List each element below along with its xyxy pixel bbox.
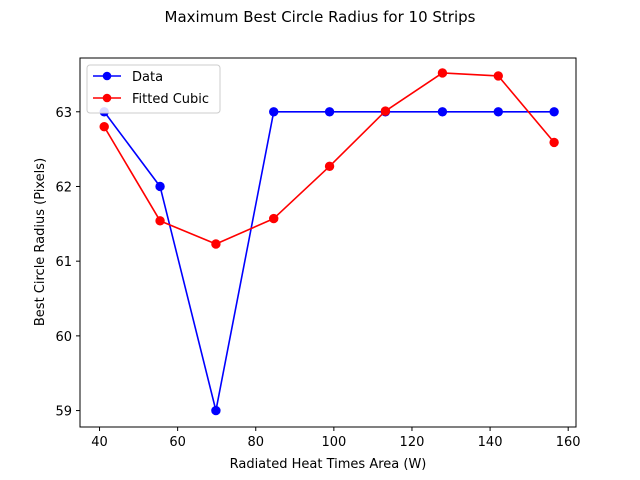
y-axis-label: Best Circle Radius (Pixels) — [33, 158, 48, 326]
y-tick-label: 59 — [55, 405, 72, 420]
x-tick-label: 140 — [478, 435, 503, 450]
plot-area — [99, 68, 559, 416]
series-2-point — [324, 161, 335, 172]
y-tick-label: 62 — [55, 180, 72, 195]
y-tick-label: 63 — [55, 106, 72, 121]
legend: Data Fitted Cubic — [86, 64, 221, 114]
series-2-point — [493, 71, 503, 81]
legend-marker-1 — [102, 71, 112, 81]
series-2-point — [155, 216, 165, 226]
x-tick-label: 120 — [400, 435, 425, 450]
series-2-point — [269, 213, 279, 224]
series-1-point — [437, 107, 448, 117]
x-tick-label: 160 — [556, 435, 581, 450]
legend-label-2: Fitted Cubic — [132, 92, 209, 107]
series-2-point — [380, 106, 391, 116]
series-1-point — [324, 107, 335, 117]
series-1-point — [269, 107, 279, 117]
series-2-point — [549, 137, 559, 148]
series-1-point — [155, 181, 165, 192]
x-tick-label: 100 — [321, 435, 346, 450]
series-1-point — [493, 107, 503, 117]
legend-marker-2 — [102, 93, 112, 103]
legend-box — [86, 64, 221, 114]
series-2-point — [437, 68, 448, 78]
series-1-point — [549, 107, 559, 117]
axes: 40 60 80 100 120 140 160 59 60 61 62 63 — [55, 57, 581, 450]
plot-frame — [79, 57, 577, 428]
chart-title: Maximum Best Circle Radius for 10 Strips — [165, 8, 476, 26]
series-2-point — [211, 239, 221, 249]
y-tick-label: 60 — [55, 330, 72, 345]
series-1-point — [211, 405, 221, 416]
x-tick-label: 60 — [169, 435, 186, 450]
x-tick-label: 80 — [247, 435, 264, 450]
x-tick-label: 40 — [91, 435, 108, 450]
legend-label-1: Data — [132, 70, 163, 85]
x-axis-label: Radiated Heat Times Area (W) — [230, 457, 427, 472]
y-tick-label: 61 — [55, 255, 72, 270]
series-2-point — [99, 122, 109, 132]
